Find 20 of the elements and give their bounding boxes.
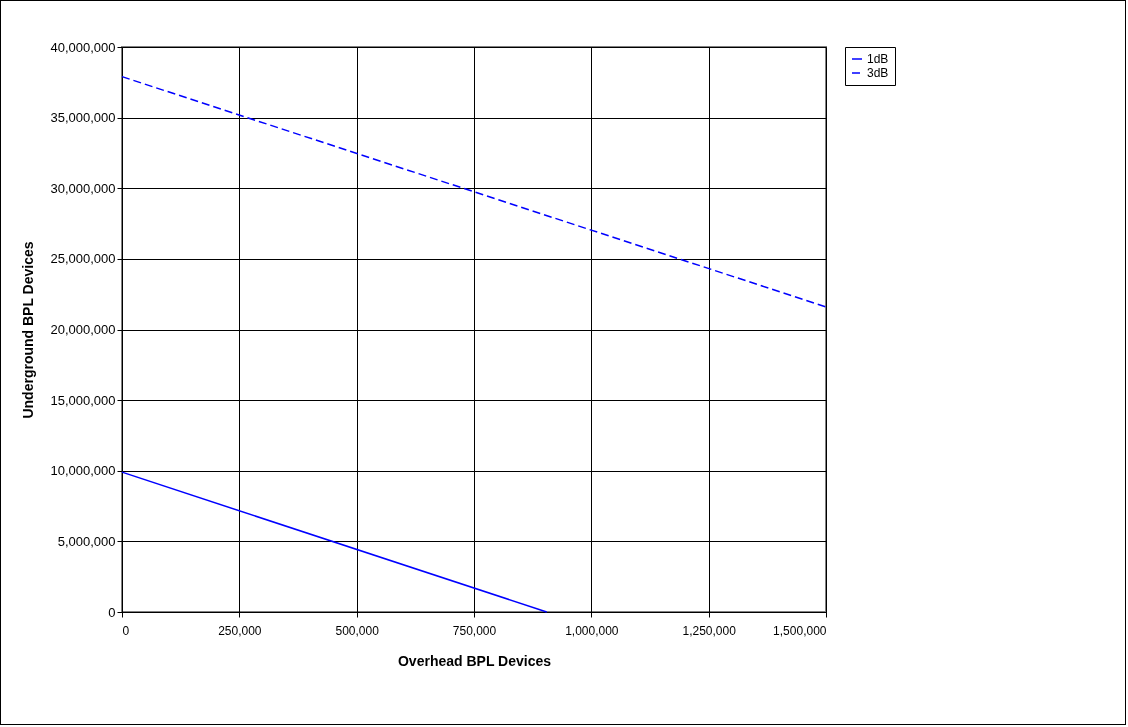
x-tick-label: 1,000,000 bbox=[565, 623, 619, 638]
legend-label: 1dB bbox=[867, 52, 889, 66]
x-tick-label: 1,500,000 bbox=[773, 623, 827, 638]
x-tick-label: 250,000 bbox=[218, 623, 262, 638]
x-tick-label: 0 bbox=[122, 623, 130, 638]
y-axis-title: Underground BPL Devices bbox=[20, 241, 37, 419]
y-tick-label: 35,000,000 bbox=[50, 110, 116, 126]
legend-label: 3dB bbox=[867, 66, 889, 80]
y-tick-label: 0 bbox=[108, 604, 116, 620]
y-tick-label: 25,000,000 bbox=[50, 251, 116, 267]
x-tick-label: 1,250,000 bbox=[682, 623, 737, 638]
y-tick-label: 40,000,000 bbox=[50, 39, 116, 55]
y-tick-label: 20,000,000 bbox=[50, 322, 116, 337]
y-tick-label: 30,000,000 bbox=[50, 180, 116, 196]
y-tick-label: 15,000,000 bbox=[50, 392, 116, 408]
x-tick-label: 500,000 bbox=[335, 623, 380, 638]
y-tick-label: 10,000,000 bbox=[50, 463, 116, 479]
x-axis-title: Overhead BPL Devices bbox=[397, 652, 552, 669]
x-tick-label: 750,000 bbox=[452, 623, 497, 638]
y-tick-label: 5,000,000 bbox=[57, 533, 116, 549]
